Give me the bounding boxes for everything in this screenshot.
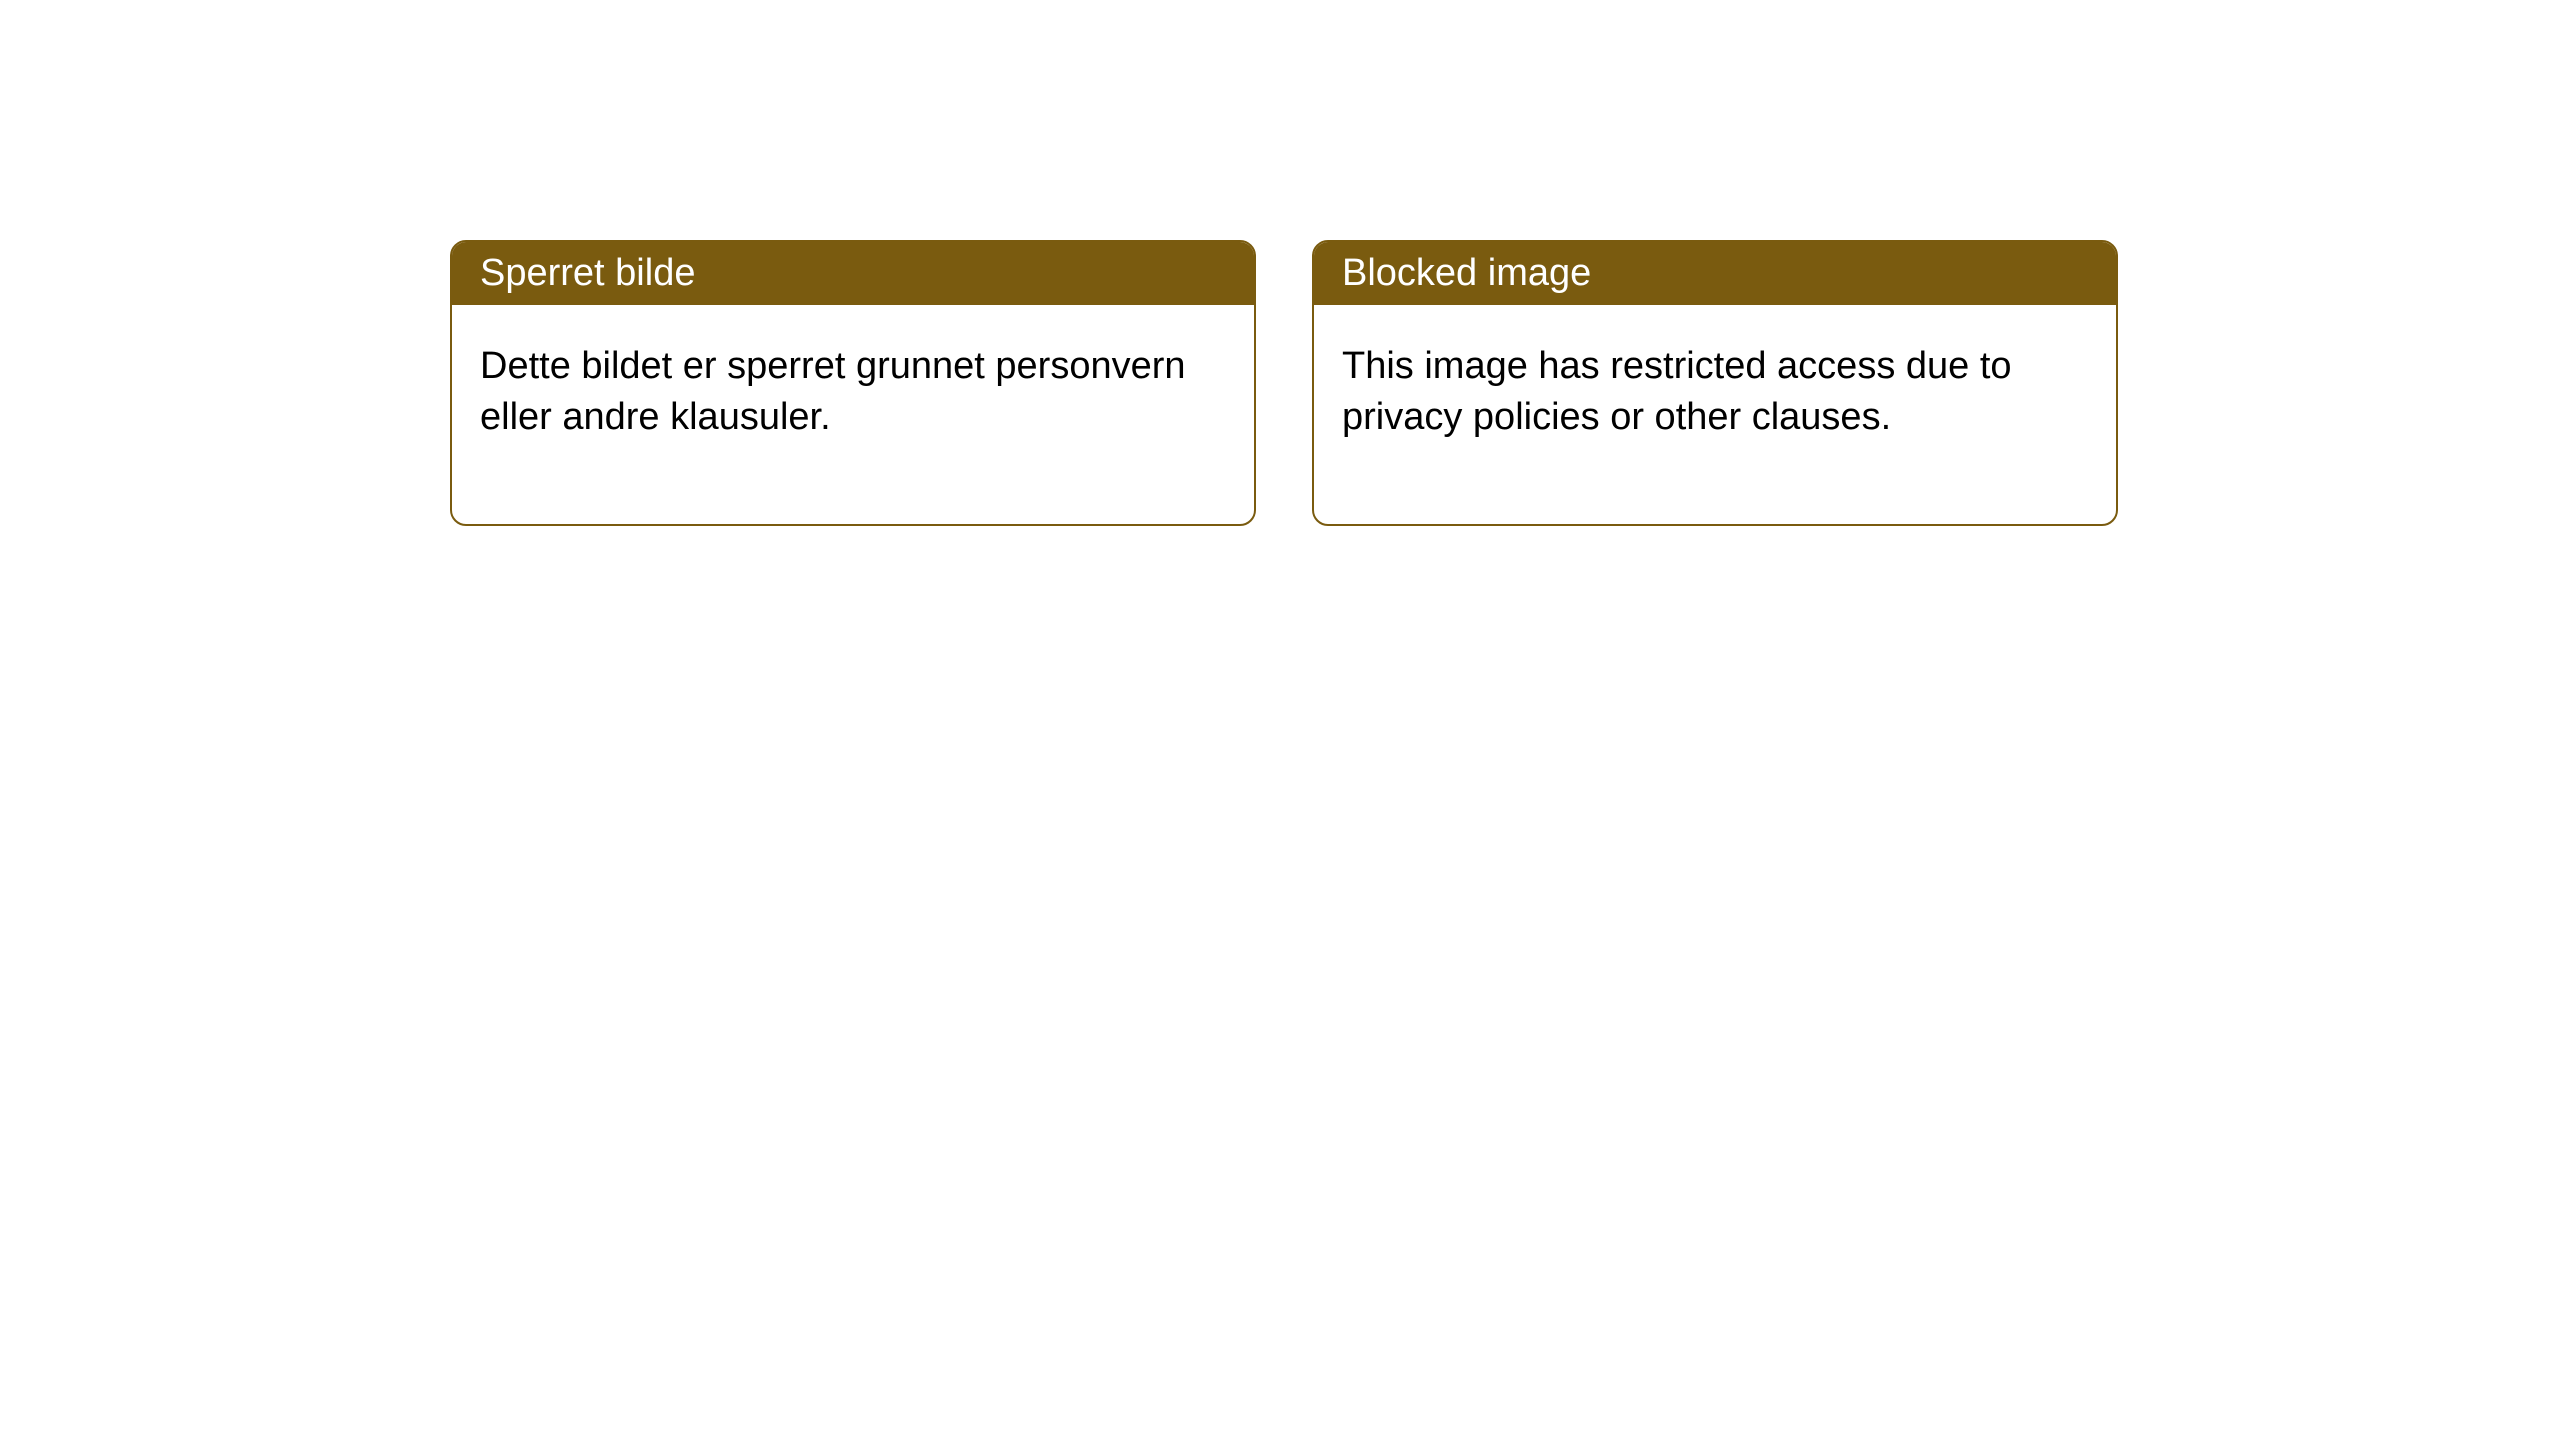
card-body-text: Dette bildet er sperret grunnet personve…	[480, 345, 1186, 438]
card-body: Dette bildet er sperret grunnet personve…	[452, 305, 1254, 524]
cards-container: Sperret bilde Dette bildet er sperret gr…	[450, 240, 2118, 526]
card-body: This image has restricted access due to …	[1314, 305, 2116, 524]
card-header: Sperret bilde	[452, 242, 1254, 305]
blocked-image-card-en: Blocked image This image has restricted …	[1312, 240, 2118, 526]
blocked-image-card-no: Sperret bilde Dette bildet er sperret gr…	[450, 240, 1256, 526]
card-body-text: This image has restricted access due to …	[1342, 345, 2012, 438]
card-header: Blocked image	[1314, 242, 2116, 305]
card-title: Blocked image	[1342, 252, 1591, 294]
card-title: Sperret bilde	[480, 252, 695, 294]
